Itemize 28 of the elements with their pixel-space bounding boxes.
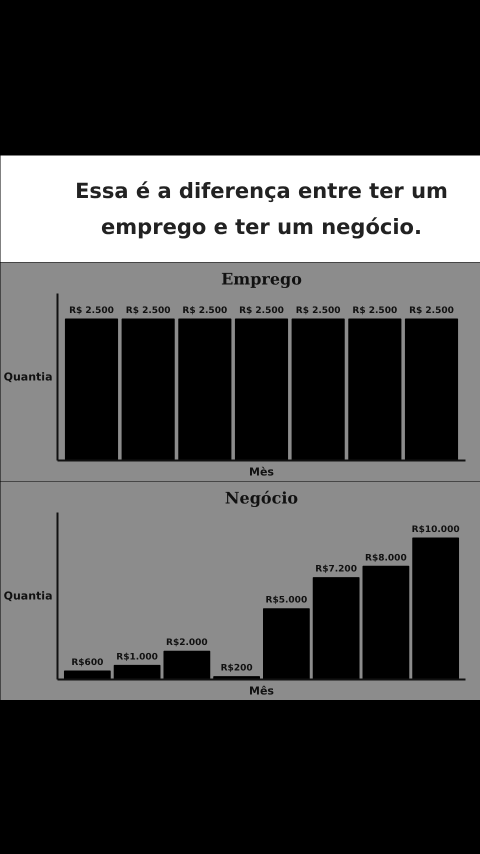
- y-axis-title: Quantia: [4, 370, 53, 384]
- bar: [114, 664, 160, 680]
- data-label: R$5.000: [266, 596, 308, 606]
- data-label: R$200: [220, 664, 253, 674]
- data-label: R$2.000: [166, 638, 208, 648]
- data-label: R$ 2.500: [352, 306, 398, 316]
- data-label: R$10.000: [412, 524, 460, 535]
- chart-title: Negócio: [224, 488, 298, 508]
- data-label: R$8.000: [365, 553, 407, 564]
- bar: [262, 608, 310, 680]
- chart-title: Emprego: [221, 270, 302, 288]
- y-axis-title: Quantia: [4, 590, 53, 602]
- bar: [163, 650, 210, 680]
- data-label: R$7.200: [315, 564, 357, 575]
- data-label: R$ 2.500: [69, 306, 114, 316]
- data-label: R$600: [71, 658, 104, 668]
- x-axis-title: Mès: [249, 466, 274, 478]
- data-label: R$1.000: [116, 652, 158, 662]
- bar: [412, 537, 460, 680]
- bar: [362, 566, 410, 680]
- data-label: R$ 2.500: [182, 306, 228, 316]
- bar: [312, 577, 360, 680]
- data-label: R$ 2.500: [409, 306, 454, 316]
- x-axis-title: Mês: [249, 684, 274, 698]
- data-label: R$ 2.500: [239, 306, 284, 316]
- text: Essa é a diferença entre ter um emprego e ter um negócio.: [75, 178, 448, 240]
- data-label: R$ 2.500: [126, 306, 171, 316]
- data-label: R$ 2.500: [296, 306, 341, 316]
